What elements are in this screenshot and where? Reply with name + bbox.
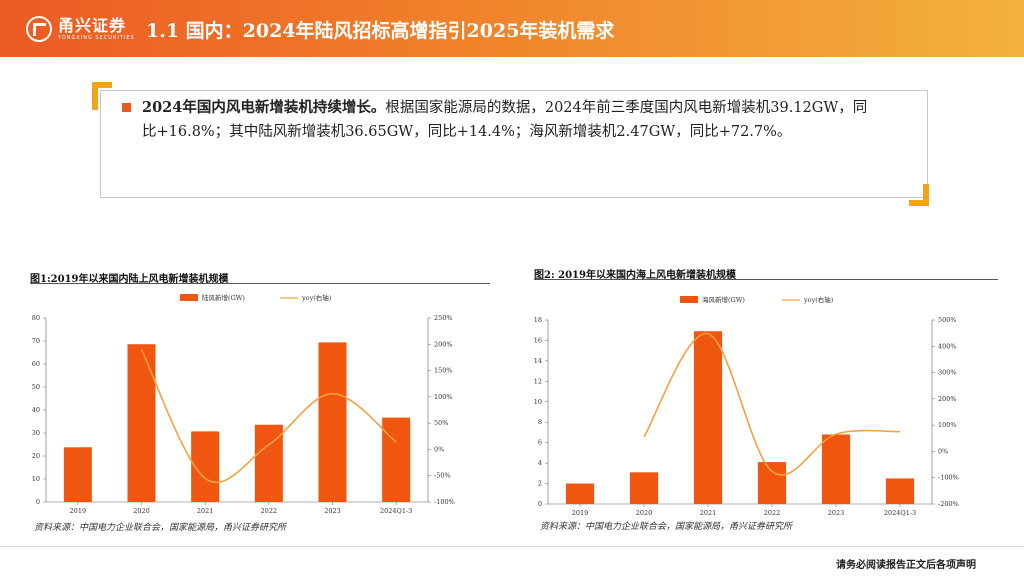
slide-title: 1.1 国内：2024年陆风招标高增指引2025年装机需求 — [146, 20, 615, 42]
x-tick-label: 2021 — [700, 509, 717, 517]
figure-1-rule — [30, 283, 490, 284]
yoy-line — [140, 349, 397, 484]
y-right-tick-label: -100% — [938, 474, 959, 482]
y-left-tick-label: 40 — [32, 406, 40, 414]
legend-line-label: yoy(右轴) — [301, 293, 332, 302]
yoy-line — [643, 332, 901, 476]
corner-bracket-top-left — [92, 82, 112, 110]
y-right-tick-label: 200% — [938, 395, 957, 403]
y-left-tick-label: 10 — [534, 398, 542, 406]
y-left-tick-label: 50 — [32, 383, 40, 391]
y-right-tick-label: 150% — [434, 367, 453, 375]
figure-2-title: 图2: 2019年以来国内海上风电新增装机规模 — [534, 270, 736, 281]
y-right-tick-label: -200% — [938, 500, 959, 508]
summary-body: 根据国家能源局的数据，2024年前三季度国内风电新增装机39.12GW，同比+1… — [142, 100, 868, 140]
x-tick-label: 2021 — [197, 507, 214, 515]
y-left-tick-label: 14 — [534, 357, 542, 365]
x-tick-label: 2024Q1-3 — [380, 507, 412, 515]
corner-bracket-bottom-right — [909, 184, 929, 206]
bar-2023 — [318, 342, 347, 502]
bar-2024Q1-3 — [382, 417, 411, 502]
bullet-square-icon — [122, 103, 131, 112]
bar-2021 — [693, 331, 723, 504]
y-left-tick-label: 10 — [32, 475, 40, 483]
y-left-tick-label: 0 — [36, 498, 40, 506]
figure-2-rule — [534, 279, 998, 280]
bar-2019 — [565, 483, 595, 504]
x-tick-label: 2020 — [636, 509, 653, 517]
figure-1-title: 图1:2019年以来国内陆上风电新增装机规模 — [30, 274, 229, 285]
x-tick-label: 2022 — [261, 507, 278, 515]
y-left-tick-label: 2 — [538, 480, 542, 488]
x-tick-label: 2022 — [764, 509, 781, 517]
footer-disclaimer: 请务必阅读报告正文后各项声明 — [836, 560, 976, 571]
y-left-tick-label: 30 — [32, 429, 40, 437]
y-left-tick-label: 20 — [32, 452, 40, 460]
chart-offshore-wind: 海风新增(GW) yoy(右轴) 0 2 4 6 8 10 12 14 16 18 -200% -100%… — [534, 295, 959, 517]
logo-name-cn: 甬兴证券 — [58, 15, 127, 35]
y-left-tick-label: 4 — [538, 459, 542, 467]
summary-text: 2024年国内风电新增装机持续增长。根据国家能源局的数据，2024年前三季度国内… — [142, 96, 872, 144]
legend-bar-swatch — [180, 294, 198, 301]
bar-2022 — [757, 462, 787, 504]
y-right-tick-label: 0% — [938, 447, 948, 455]
logo-mark-icon — [26, 16, 52, 42]
x-tick-label: 2023 — [828, 509, 845, 517]
y-left-tick-label: 60 — [32, 360, 40, 368]
x-tick-label: 2019 — [70, 507, 87, 515]
legend-line-label: yoy(右轴) — [803, 295, 834, 304]
y-right-tick-label: 500% — [938, 316, 957, 324]
x-tick-label: 2024Q1-3 — [884, 509, 916, 517]
y-right-tick-label: -50% — [434, 472, 451, 480]
bar-2024Q1-3 — [885, 478, 915, 504]
summary-box — [100, 90, 928, 198]
y-right-tick-label: 250% — [434, 314, 453, 322]
bar-2019 — [63, 447, 92, 502]
y-left-tick-label: 70 — [32, 337, 40, 345]
figure-1-source: 资料来源：中国电力企业联合会，国家能源局，甬兴证券研究所 — [34, 523, 287, 533]
x-tick-label: 2019 — [572, 509, 589, 517]
y-left-tick-label: 80 — [32, 314, 40, 322]
y-left-tick-label: 8 — [538, 418, 542, 426]
footer-rule — [0, 546, 1024, 547]
y-right-tick-label: 200% — [434, 340, 453, 348]
x-tick-label: 2023 — [324, 507, 341, 515]
bar-2020 — [629, 472, 659, 504]
legend-bar-label: 陆风新增(GW) — [202, 293, 245, 302]
chart-onshore-wind: 陆风新增(GW) yoy(右轴) 0 10 20 30 40 50 60 70 80 -100% -50… — [32, 293, 455, 515]
company-logo: 甬兴证券 YONGXING SECURITIES — [26, 12, 135, 46]
bar-2020 — [127, 344, 156, 502]
y-right-tick-label: 300% — [938, 369, 957, 377]
legend-bar-swatch — [680, 296, 698, 303]
logo-name-en: YONGXING SECURITIES — [58, 34, 135, 41]
y-right-tick-label: 0% — [434, 445, 444, 453]
y-left-tick-label: 16 — [534, 336, 542, 344]
y-left-tick-label: 18 — [534, 316, 542, 324]
y-right-tick-label: 50% — [434, 419, 448, 427]
y-left-tick-label: 12 — [534, 377, 542, 385]
y-right-tick-label: -100% — [434, 498, 455, 506]
y-left-tick-label: 0 — [538, 500, 542, 508]
legend-bar-label: 海风新增(GW) — [702, 295, 745, 304]
figure-2-source: 资料来源：中国电力企业联合会，国家能源局，甬兴证券研究所 — [540, 522, 793, 532]
y-right-tick-label: 100% — [434, 393, 453, 401]
summary-headline: 2024年国内风电新增装机持续增长。 — [142, 99, 386, 116]
y-right-tick-label: 100% — [938, 421, 957, 429]
header-bar: 甬兴证券 YONGXING SECURITIES 1.1 国内：2024年陆风招… — [0, 0, 1024, 57]
bar-2023 — [821, 434, 851, 504]
y-right-tick-label: 400% — [938, 342, 957, 350]
y-left-tick-label: 6 — [538, 439, 542, 447]
x-tick-label: 2020 — [133, 507, 150, 515]
